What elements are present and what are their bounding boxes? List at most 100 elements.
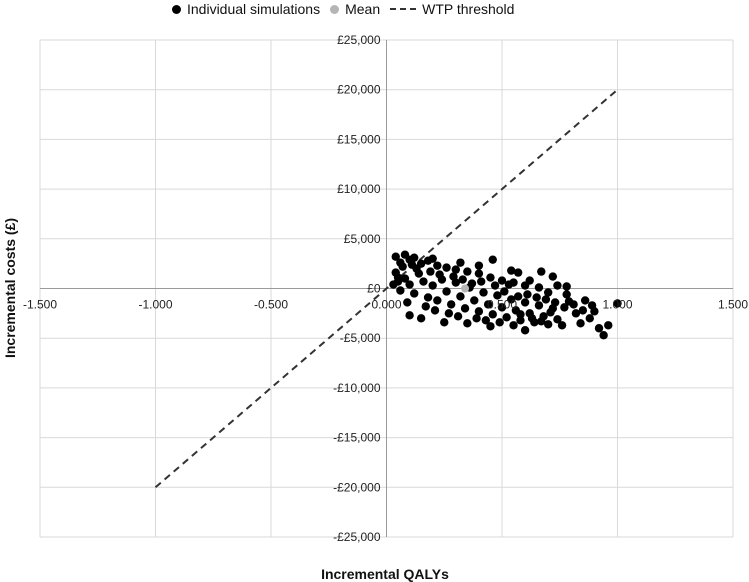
- simulation-point: [560, 303, 569, 312]
- x-tick-label: 0.000: [371, 298, 401, 312]
- simulation-point: [479, 288, 488, 297]
- simulation-point: [604, 321, 613, 330]
- y-tick-label: £5,000: [344, 232, 381, 246]
- simulation-point: [520, 326, 530, 335]
- simulation-point: [393, 273, 403, 282]
- simulation-point: [493, 291, 502, 300]
- y-tick-label: £15,000: [337, 132, 381, 146]
- simulation-point: [550, 298, 560, 307]
- point-layer: [389, 250, 622, 340]
- wtp-threshold-line: [154, 88, 619, 489]
- x-tick-label: 1.500: [718, 298, 748, 312]
- simulation-point: [407, 260, 417, 269]
- legend-item-wtp-threshold: WTP threshold: [390, 1, 514, 17]
- simulation-point: [449, 272, 458, 281]
- legend-marker-grey-dot: [330, 4, 340, 14]
- simulation-point: [509, 321, 518, 330]
- simulation-point: [587, 301, 597, 310]
- simulation-point: [527, 314, 537, 323]
- simulation-point: [481, 316, 491, 325]
- simulation-point: [463, 267, 472, 276]
- simulation-point: [430, 306, 440, 315]
- simulation-point: [613, 299, 622, 308]
- simulation-point: [467, 279, 477, 288]
- line-layer: [154, 88, 619, 489]
- x-tick-label: -1.500: [23, 298, 57, 312]
- simulation-point: [553, 315, 562, 324]
- simulation-point: [578, 306, 588, 315]
- y-tick-label: £10,000: [337, 182, 381, 196]
- simulation-point: [446, 300, 456, 309]
- legend-item-individual-simulations: Individual simulations: [172, 1, 320, 17]
- y-tick-label: -£15,000: [333, 431, 381, 445]
- simulation-point: [548, 272, 558, 281]
- simulation-point: [541, 295, 551, 304]
- simulation-point: [534, 283, 544, 292]
- simulation-point: [423, 293, 433, 302]
- simulation-point: [537, 267, 546, 276]
- simulation-point: [474, 307, 484, 316]
- simulation-point: [444, 309, 454, 318]
- legend-label: Mean: [345, 1, 381, 17]
- simulation-point: [403, 298, 412, 307]
- simulation-point: [576, 319, 585, 328]
- simulation-point: [433, 296, 442, 305]
- x-tick-label: 0.500: [487, 298, 517, 312]
- simulation-point: [513, 268, 523, 277]
- simulation-point: [426, 267, 435, 276]
- simulation-point: [435, 270, 444, 279]
- simulation-point: [419, 277, 428, 286]
- simulation-point: [483, 300, 493, 309]
- simulation-point: [460, 304, 470, 313]
- simulation-point: [497, 303, 507, 312]
- simulation-point: [523, 290, 532, 299]
- simulation-point: [405, 280, 414, 289]
- simulation-point: [507, 295, 516, 304]
- simulation-point: [571, 309, 581, 318]
- simulation-point: [504, 280, 514, 289]
- simulation-point: [580, 296, 590, 305]
- simulation-point: [562, 290, 571, 299]
- simulation-point: [525, 276, 534, 285]
- simulation-point: [507, 266, 516, 275]
- simulation-point: [458, 275, 467, 284]
- y-tick-label: £25,000: [337, 33, 381, 47]
- y-tick-label: £20,000: [337, 83, 381, 97]
- simulation-point: [389, 280, 398, 289]
- y-tick-label: -£5,000: [340, 331, 381, 345]
- simulation-point: [405, 311, 414, 320]
- simulation-point: [532, 293, 541, 302]
- legend-label: WTP threshold: [422, 1, 515, 17]
- simulation-point: [463, 319, 472, 328]
- simulation-point: [490, 281, 500, 290]
- simulation-point: [500, 287, 509, 296]
- simulation-point: [451, 265, 460, 274]
- simulation-point: [428, 254, 437, 263]
- simulation-point: [516, 316, 525, 325]
- simulation-point: [410, 289, 419, 298]
- label-layer: -1.500 -1.000 -0.500 0.000 0.500 1.000 1.500 £2…: [23, 33, 748, 544]
- simulation-point: [433, 261, 442, 270]
- simulation-point: [477, 277, 486, 286]
- simulation-point: [472, 314, 481, 323]
- simulation-point: [557, 321, 567, 330]
- legend-marker-black-dot: [172, 4, 181, 14]
- simulation-point: [488, 255, 497, 264]
- simulation-point: [442, 263, 451, 272]
- y-axis-title: Incremental costs (£): [2, 217, 18, 359]
- simulation-point: [513, 292, 523, 301]
- x-tick-label: -1.000: [138, 298, 172, 312]
- simulation-point: [562, 282, 571, 291]
- simulation-point: [470, 296, 479, 305]
- simulation-point: [396, 286, 405, 295]
- y-tick-label: -£25,000: [333, 530, 381, 544]
- simulation-point: [410, 253, 419, 262]
- y-tick-label: -£20,000: [333, 480, 381, 494]
- x-tick-label: 1.000: [602, 298, 632, 312]
- simulation-point: [456, 258, 465, 267]
- simulation-point: [442, 287, 451, 296]
- simulation-point: [534, 301, 544, 310]
- simulation-point: [497, 276, 507, 285]
- simulation-point: [594, 324, 604, 333]
